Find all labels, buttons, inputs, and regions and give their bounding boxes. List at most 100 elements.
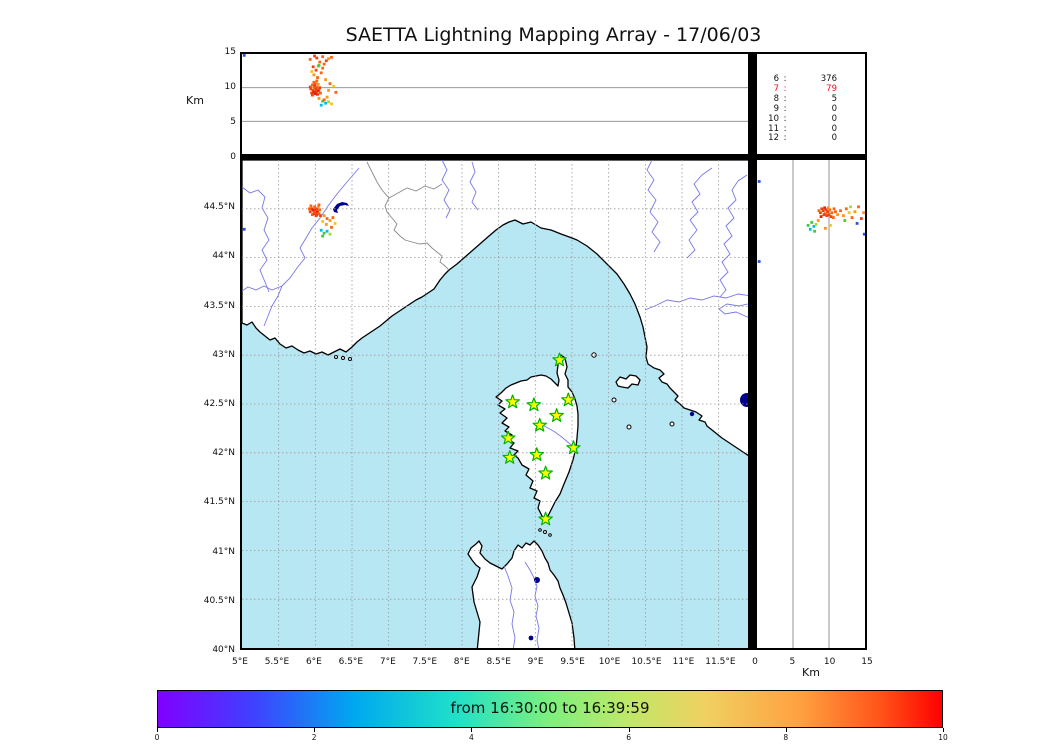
lightning-point [310,91,314,95]
lightning-point [316,89,320,93]
lightning-point [849,205,852,209]
lightning-point [319,91,322,95]
source-count-row: 10:0 [768,113,837,124]
lon-tick-label: 8.5°E [486,657,511,667]
altitude-longitude-plot [242,54,748,122]
lightning-point [319,214,322,218]
lightning-point [847,211,851,215]
lat-tick-label: 42°N [212,448,235,459]
river-line [242,186,270,293]
lightning-point [316,93,319,96]
lightning-point [843,219,847,222]
lightning-point [330,102,333,106]
lightning-point [827,213,831,217]
lake [534,577,540,583]
lightning-point [313,86,316,90]
lat-tick-label: 43.5°N [203,300,235,311]
lightning-point [314,68,318,72]
lightning-point [862,211,865,215]
lat-tick-label: 40.5°N [203,595,235,606]
lightning-point [313,82,317,86]
lightning-point [313,92,317,96]
station-star-icon [561,392,576,407]
lake-serre-poncon [333,202,349,213]
lightning-point [325,217,329,220]
alt-tick-label: 15 [224,47,236,57]
lon-tick-label: 11.5°E [705,657,736,667]
lightning-point [315,56,319,60]
lake [689,411,695,417]
lightning-point [806,223,810,227]
alt-tick-label: 10 [224,82,236,92]
lightning-point [311,65,315,69]
lightning-point [321,55,325,59]
lightning-point [312,73,316,77]
lightning-point [315,79,319,83]
lightning-point [829,223,832,227]
sardinia-island [467,540,576,648]
colorbar-tick-label: 0 [154,733,160,742]
lon-tick-label: 10.5°E [631,657,662,667]
colorbar-tick-mark [471,728,473,732]
alt-tick-label: 0 [230,152,236,162]
lon-tick-label: 5°E [232,657,248,667]
colorbar-tick-label: 8 [783,733,789,742]
lightning-point [330,225,333,229]
alt-tick-label: 15 [861,657,873,667]
small-island [548,533,552,537]
lightning-point [327,57,330,61]
lightning-point [825,214,829,218]
lon-tick-label: 9.5°E [560,657,585,667]
panel-divider-horizontal [240,154,867,159]
lon-tick-label: 9°E [527,657,544,667]
lon-tick-label: 6°E [305,657,322,667]
altitude-latitude-plot [757,160,865,648]
lightning-point [311,88,315,92]
lightning-point [328,232,332,236]
time-window-label: from 16:30:00 to 16:39:59 [450,699,650,717]
small-island [669,421,675,427]
lightning-point [317,64,321,67]
alt-tick-label: 0 [752,657,758,667]
lightning-point [324,78,327,81]
colorbar-tick-mark [943,728,944,732]
lightning-point [813,229,816,233]
lon-tick-label: 7°E [379,657,396,667]
lightning-point [333,222,337,225]
small-island [341,356,345,360]
station-star-icon [552,352,567,367]
station-star-icon [529,447,545,461]
lightning-point [757,260,761,263]
lightning-point [313,205,316,209]
lightning-point [334,90,338,94]
lightning-point [322,214,326,218]
lightning-point [829,215,833,219]
lightning-point [322,231,326,235]
lightning-point [308,207,311,211]
lon-tick-label: 8°E [453,657,470,667]
lightning-point [242,227,246,231]
river-line [541,424,577,450]
lightning-point [316,205,320,209]
lightning-point [317,212,321,216]
altitude-longitude-panel [240,52,750,157]
lightning-point [313,54,316,58]
lightning-point [321,220,325,223]
lightning-point [327,100,330,104]
lat-tick-label: 42.5°N [203,399,235,409]
lightning-point [826,206,830,210]
lightning-point [855,222,859,225]
lightning-point [311,93,314,97]
lightning-point [312,80,316,84]
lat-tick-label: 44°N [212,251,235,262]
lightning-point [814,223,818,226]
small-island [538,528,542,532]
elba-island [615,374,641,389]
lightning-point [844,207,848,211]
lightning-point [831,216,835,219]
alt-tick-label: 5 [789,657,796,667]
colorbar-tick-mark [628,728,630,732]
lightning-point [812,224,816,228]
lightning-point [309,87,313,91]
lightning-point [757,180,761,183]
